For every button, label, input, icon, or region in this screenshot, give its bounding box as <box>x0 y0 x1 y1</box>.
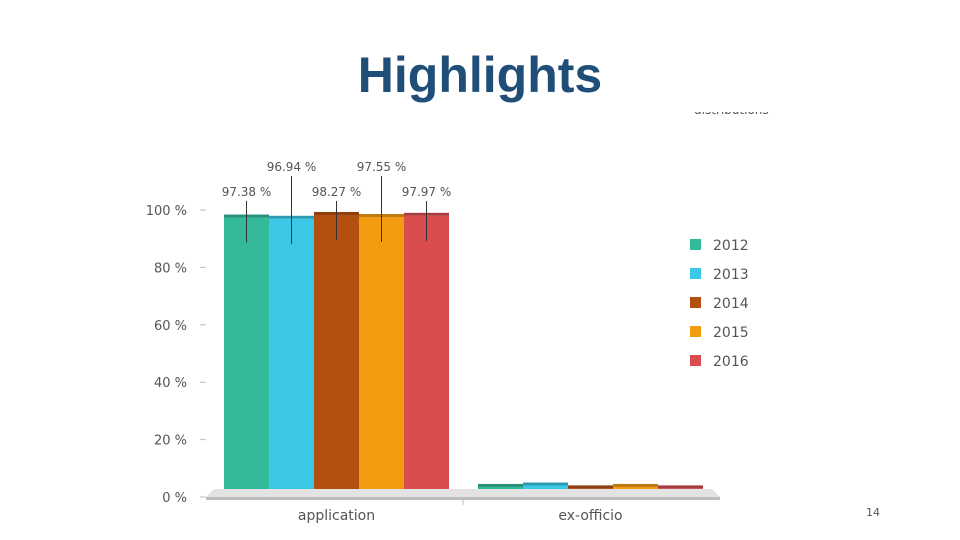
page-number: 14 <box>866 506 880 519</box>
bar <box>224 217 269 497</box>
legend-swatch <box>690 268 701 279</box>
data-labels: 97.38 % 96.94 % 98.27 % 97.55 % 97.97 % <box>222 160 452 244</box>
data-label: 97.55 % <box>357 160 407 174</box>
x-axis: application ex-officio <box>206 489 720 524</box>
bar-top <box>658 485 703 489</box>
data-label: 98.27 % <box>312 185 362 199</box>
bar <box>359 217 404 497</box>
legend-swatch <box>690 326 701 337</box>
bar <box>404 215 449 497</box>
legend-swatch <box>690 297 701 308</box>
legend-swatch <box>690 355 701 366</box>
y-tick-label: 60 % <box>154 319 187 334</box>
bar <box>269 218 314 497</box>
y-axis: 0 % 20 % 40 % 60 % 80 % 100 % <box>146 204 206 506</box>
bars <box>224 211 703 498</box>
y-tick-label: 100 % <box>146 204 187 219</box>
legend: 2012 2013 2014 2015 2016 <box>690 238 749 370</box>
x-category-label: application <box>298 508 375 524</box>
x-category-label: ex-officio <box>558 508 622 524</box>
x-axis-line <box>206 497 720 500</box>
chart-floor <box>206 489 720 497</box>
bar-top <box>523 482 568 486</box>
legend-label: 2013 <box>713 267 749 283</box>
legend-label: 2016 <box>713 354 749 370</box>
legend-label: 2014 <box>713 296 749 312</box>
slide-title: Highlights <box>357 47 603 103</box>
y-tick-label: 0 % <box>162 491 187 506</box>
legend-label: 2012 <box>713 238 749 254</box>
bar-top <box>478 483 523 487</box>
y-tick-label: 20 % <box>154 434 187 449</box>
y-tick-label: 40 % <box>154 376 187 391</box>
bar-top <box>568 485 613 489</box>
y-tick-label: 80 % <box>154 261 187 276</box>
legend-label: 2015 <box>713 325 749 341</box>
cropped-text: distributions <box>694 112 786 117</box>
bar <box>314 214 359 498</box>
legend-swatch <box>690 239 701 250</box>
cropped-text-fragment: distributions <box>694 112 786 118</box>
data-label: 97.97 % <box>402 185 452 199</box>
data-label: 97.38 % <box>222 185 272 199</box>
bar-top <box>613 483 658 487</box>
data-label: 96.94 % <box>267 160 317 174</box>
